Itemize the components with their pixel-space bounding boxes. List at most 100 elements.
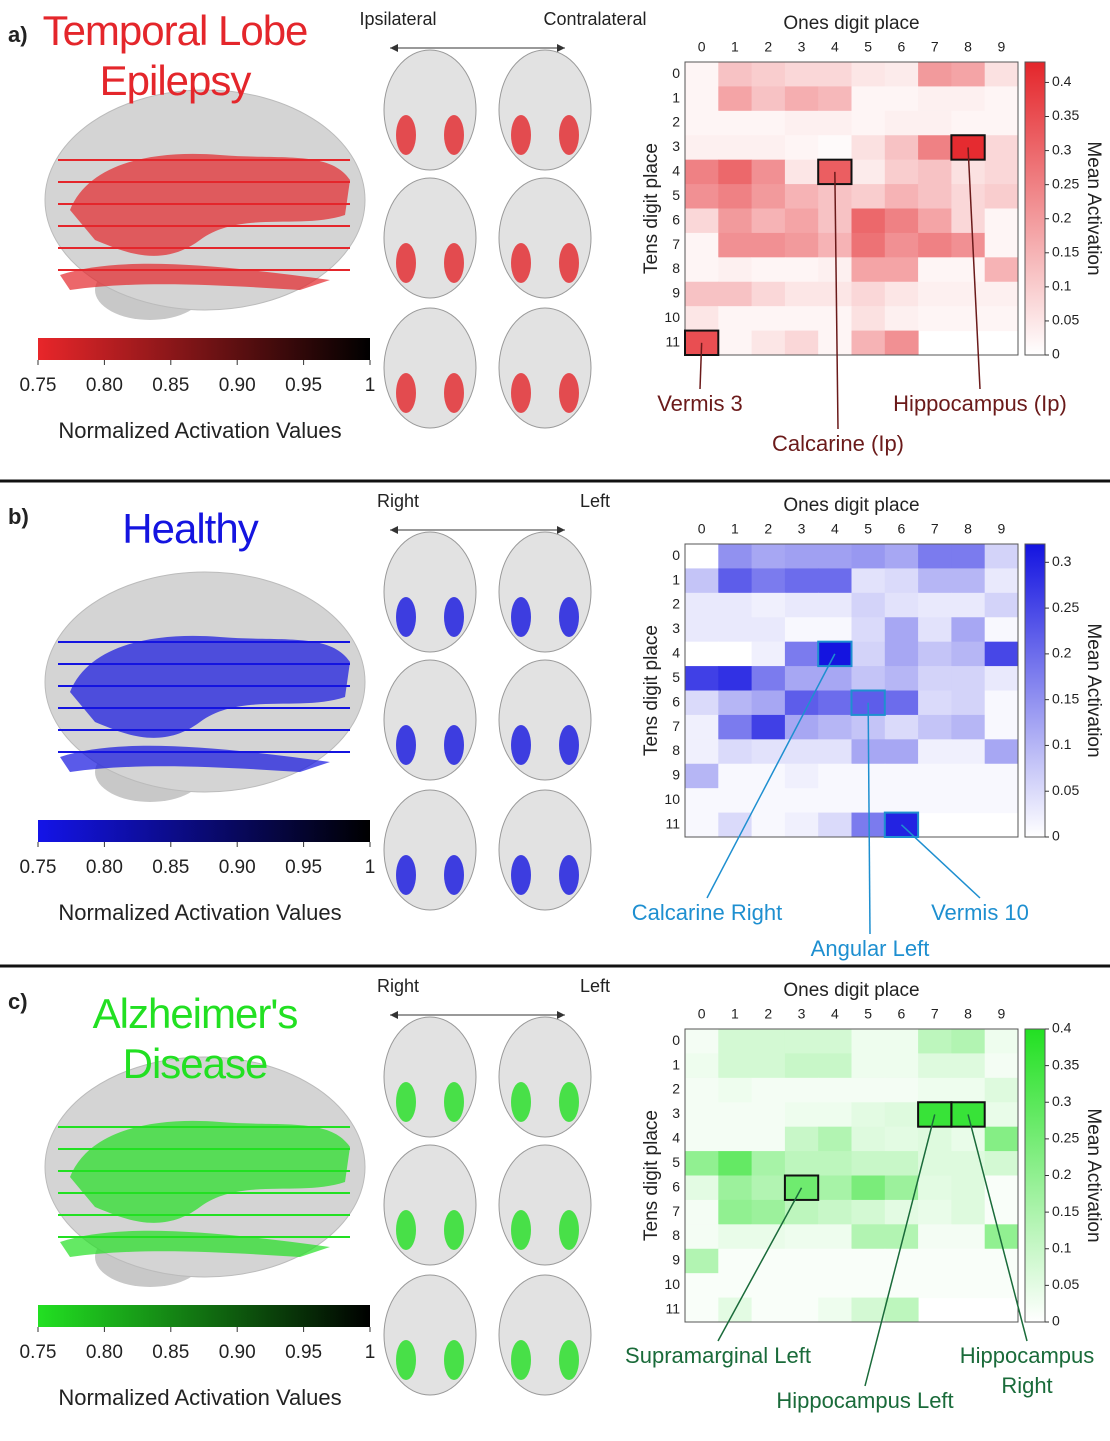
- heatmap-cell: [818, 1200, 852, 1225]
- heatmap-cell: [985, 739, 1019, 764]
- heatmap-cell: [718, 691, 752, 716]
- y-axis-title: Tens digit place: [641, 143, 662, 274]
- heatmap-cell: [752, 209, 786, 234]
- heatmap-cell: [985, 1029, 1019, 1054]
- heatmap-cell: [752, 1053, 786, 1078]
- x-tick-label: 3: [798, 521, 806, 537]
- annotation: Hippocampus (Ip): [885, 389, 1075, 419]
- heatmap-cell: [885, 1053, 919, 1078]
- slice-activation: [511, 115, 531, 155]
- heatmap-cell: [852, 617, 886, 642]
- heatmap-cell: [752, 617, 786, 642]
- colorbar: [1025, 62, 1045, 355]
- brain-slice: [499, 50, 591, 170]
- heatmap-cell: [951, 691, 985, 716]
- heatmap-cell: [718, 813, 752, 838]
- y-tick-label: 11: [665, 333, 680, 349]
- heatmap-cell: [685, 1029, 719, 1054]
- heatmap-cell: [985, 1102, 1019, 1127]
- heatmap-cell: [818, 1249, 852, 1274]
- y-tick-label: 6: [672, 693, 680, 709]
- x-tick-label: 7: [931, 521, 939, 537]
- heatmap-cell: [818, 1151, 852, 1176]
- heatmap-cell: [752, 739, 786, 764]
- heatmap-cell: [885, 764, 919, 789]
- y-tick-label: 1: [672, 89, 680, 105]
- slice-activation: [396, 1082, 416, 1122]
- heatmap-cell: [951, 1200, 985, 1225]
- y-tick-label: 5: [672, 1154, 680, 1170]
- heatmap-cell: [718, 1151, 752, 1176]
- heatmap-cell: [951, 209, 985, 234]
- x-tick-label: 3: [798, 1006, 806, 1022]
- heatmap-cell: [951, 593, 985, 618]
- heatmap-cell: [985, 1273, 1019, 1298]
- heatmap-cell: [818, 306, 852, 331]
- slice-activation: [559, 243, 579, 283]
- colorbar-tick-label: 0.05: [1052, 782, 1079, 798]
- x-tick-label: 1: [731, 521, 739, 537]
- heatmap-cell: [885, 209, 919, 234]
- heatmap-cell: [785, 233, 819, 258]
- heatmap-cell: [752, 568, 786, 593]
- brain-colorbar-tick-label: 0.90: [219, 375, 256, 396]
- y-tick-label: 11: [665, 815, 680, 831]
- slice-activation: [396, 725, 416, 765]
- colorbar-tick-label: 0.25: [1052, 1130, 1079, 1146]
- y-tick-label: 7: [672, 1203, 680, 1219]
- heatmap-cell: [685, 257, 719, 282]
- x-tick-label: 2: [764, 521, 772, 537]
- heatmap-cell: [718, 617, 752, 642]
- annotation: Supramarginal Left: [623, 1341, 813, 1371]
- heatmap-cell: [785, 1298, 819, 1323]
- heatmap-cell: [951, 666, 985, 691]
- brain-colorbar-label: Normalized Activation Values: [58, 1385, 341, 1410]
- x-tick-label: 9: [997, 1006, 1005, 1022]
- heatmap-cell: [718, 544, 752, 569]
- y-tick-label: 5: [672, 669, 680, 685]
- colorbar-tick-label: 0.2: [1052, 1166, 1072, 1182]
- heatmap-cell: [752, 1298, 786, 1323]
- slice-activation: [444, 1340, 464, 1380]
- slice-activation: [444, 1210, 464, 1250]
- heatmap-cell: [752, 788, 786, 813]
- heatmap-cell: [685, 1102, 719, 1127]
- brain-slice: [384, 790, 476, 910]
- heatmap-cell: [818, 1273, 852, 1298]
- x-tick-label: 8: [964, 39, 972, 55]
- heatmap-cell: [718, 160, 752, 185]
- brain-colorbar-tick-label: 1: [365, 1342, 376, 1363]
- x-tick-label: 6: [898, 39, 906, 55]
- x-tick-label: 4: [831, 39, 839, 55]
- heatmap-cell: [852, 666, 886, 691]
- annotation: Calcarine Right: [612, 898, 802, 928]
- panel-title: Alzheimer's Disease: [20, 989, 370, 1089]
- brain-colorbar-tick-label: 0.95: [285, 1342, 322, 1363]
- y-tick-label: 2: [672, 596, 680, 612]
- orientation-label: Ipsilateral: [359, 9, 436, 29]
- heatmap-cell: [785, 813, 819, 838]
- heatmap-cell: [718, 593, 752, 618]
- heatmap-cell: [818, 1176, 852, 1201]
- slice-activation: [559, 115, 579, 155]
- heatmap-cell: [918, 788, 952, 813]
- heatmap-cell: [918, 86, 952, 111]
- heatmap-cell: [785, 282, 819, 307]
- heatmap-cell: [785, 1102, 819, 1127]
- heatmap-cell: [818, 62, 852, 87]
- heatmap-cell: [685, 135, 719, 160]
- colorbar-tick-label: 0.3: [1052, 553, 1072, 569]
- brain-colorbar-tick-label: 0.85: [152, 1342, 189, 1363]
- heatmap-cell: [785, 1029, 819, 1054]
- heatmap-cell: [718, 764, 752, 789]
- slice-activation: [559, 597, 579, 637]
- heatmap-cell: [752, 1029, 786, 1054]
- y-tick-label: 0: [672, 1032, 680, 1048]
- slice-activation: [444, 855, 464, 895]
- heatmap-cell: [718, 568, 752, 593]
- heatmap-cell: [785, 209, 819, 234]
- heatmap-cell: [951, 1078, 985, 1103]
- heatmap-cell: [718, 715, 752, 740]
- heatmap-cell: [852, 1151, 886, 1176]
- heatmap-cell: [685, 666, 719, 691]
